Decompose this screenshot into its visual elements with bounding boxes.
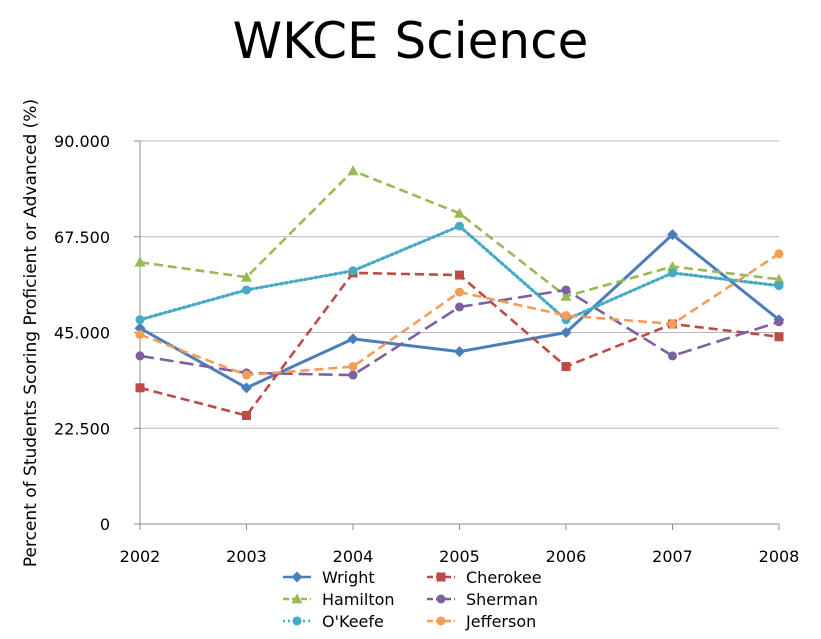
data-point [348,362,358,372]
x-tick-label: 2006 [546,547,587,566]
data-point [348,266,358,276]
data-point [454,346,465,358]
series-wright [134,229,785,394]
data-point [242,285,251,295]
y-tick-label: 22.500 [54,419,110,438]
data-point [454,207,465,218]
x-tick-label: 2005 [439,547,480,566]
legend-swatch-marker [436,594,446,604]
data-point [455,221,464,231]
y-tick-label: 90.000 [54,132,110,151]
x-tick-label: 2004 [333,547,374,566]
data-point [667,229,678,241]
data-point [773,273,785,284]
tick-labels: 0 22.500 45.000 67.500 90.000 2002 2003 2004 200… [54,132,799,566]
y-tick-label: 0 [100,515,110,534]
data-point [774,332,784,342]
x-tick-label: 2002 [120,547,161,566]
data-point [560,290,572,301]
data-point [135,383,145,393]
x-tick-label: 2008 [759,547,800,566]
series-layer [134,165,785,420]
legend-item: Wright [283,568,375,587]
data-point [561,285,571,295]
legend-swatch-marker [436,572,446,582]
legend-item: Sherman [427,590,538,609]
legend-label: O'Keefe [322,612,384,631]
legend: Wright Cherokee Hamilton Sherman O'Keefe Jeff… [283,568,542,631]
legend-label: Wright [322,568,375,587]
x-tick-label: 2007 [652,547,693,566]
data-point [242,410,251,420]
grid-lines [140,140,779,429]
data-point [668,319,677,329]
legend-item: Cherokee [427,568,542,587]
y-tick-label: 45.000 [54,324,110,343]
data-point [134,256,146,267]
data-point [560,327,572,338]
data-point [242,370,251,380]
data-point [668,268,677,278]
legend-label: Sherman [466,590,538,609]
legend-label: Cherokee [466,568,542,587]
data-point [241,271,252,282]
data-point [668,351,677,361]
data-point [561,362,571,372]
data-point [135,315,145,325]
series-hamilton [134,165,785,301]
data-point [135,330,145,340]
data-point [455,287,464,297]
legend-item: O'Keefe [283,612,384,631]
y-tick-label: 67.500 [54,228,110,247]
data-point [774,317,784,327]
data-point [455,270,464,280]
data-point [774,281,784,291]
legend-swatch-marker [291,571,303,583]
legend-swatch-marker [436,616,446,626]
data-point [134,322,146,334]
data-point [241,382,252,394]
data-point [135,351,145,361]
data-point [561,310,571,320]
chart-title: WKCE Science [232,12,589,70]
legend-item: Jefferson [427,612,536,631]
data-point [347,165,359,176]
legend-swatch-marker [291,593,303,604]
data-point [455,302,464,312]
data-point [347,333,359,345]
data-point [774,249,784,259]
data-point [348,370,358,380]
x-tick-label: 2003 [226,547,267,566]
legend-label: Jefferson [465,612,536,631]
axes [134,140,780,530]
legend-item: Hamilton [283,590,395,609]
data-point [667,261,678,271]
series-jefferson [135,249,784,380]
legend-label: Hamilton [322,590,395,609]
legend-swatch-marker [292,616,302,626]
